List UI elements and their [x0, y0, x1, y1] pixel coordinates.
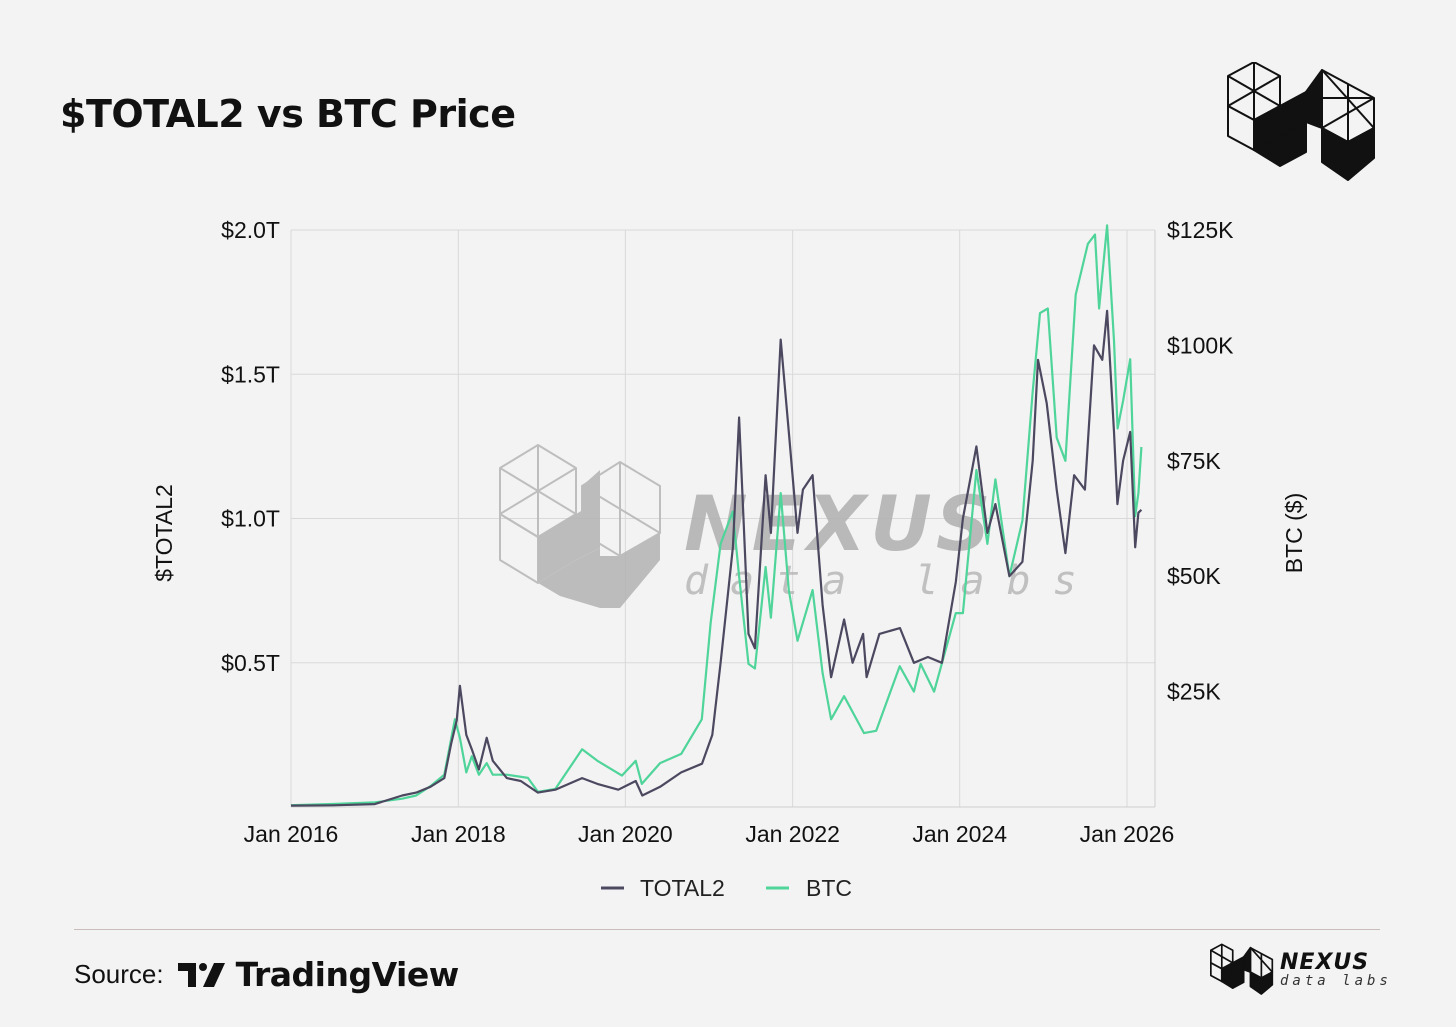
legend: TOTAL2 BTC — [601, 875, 852, 901]
footer-divider — [74, 929, 1380, 930]
x-tick-label: Jan 2020 — [578, 821, 673, 847]
chart: NEXUS data labs Jan 2016 Jan 2018 Jan 2020… — [151, 217, 1307, 901]
nexus-logo-icon — [1227, 62, 1375, 181]
source-provider: TradingView — [235, 955, 460, 994]
y-tick-label: $2.0T — [221, 217, 280, 243]
y2-tick-label: $50K — [1167, 563, 1221, 589]
x-tick-label: Jan 2016 — [244, 821, 339, 847]
series-line-btc — [290, 224, 1143, 807]
axis-labels: Jan 2016 Jan 2018 Jan 2020 Jan 2022 Jan 2024… — [221, 217, 1234, 847]
tradingview-icon — [177, 962, 225, 987]
brand-tagline: data labs — [1280, 973, 1392, 989]
x-tick-label: Jan 2024 — [912, 821, 1007, 847]
y-axis-title-left: $TOTAL2 — [151, 484, 177, 582]
y-tick-label: $1.5T — [221, 361, 280, 387]
x-tick-label: Jan 2026 — [1080, 821, 1175, 847]
x-tick-label: Jan 2018 — [411, 821, 506, 847]
y2-tick-label: $100K — [1167, 332, 1234, 358]
grid — [290, 229, 1156, 808]
x-tick-label: Jan 2022 — [745, 821, 840, 847]
page-title: $TOTAL2 vs BTC Price — [60, 92, 516, 136]
legend-label-btc: BTC — [806, 875, 852, 901]
series-layer — [290, 224, 1143, 807]
y-axis-title-right: BTC ($) — [1281, 493, 1307, 574]
brand-name: NEXUS — [1280, 950, 1370, 975]
brand-footer: NEXUS data labs — [1210, 942, 1392, 998]
y-tick-label: $1.0T — [221, 506, 280, 532]
source-label: Source: — [74, 959, 164, 989]
nexus-small-logo-icon — [1210, 943, 1274, 995]
series-line-total2 — [290, 309, 1143, 807]
legend-label-total2: TOTAL2 — [640, 875, 725, 901]
watermark-name: NEXUS — [684, 479, 995, 568]
source-credit: Source: TradingView — [74, 955, 459, 994]
y2-tick-label: $25K — [1167, 679, 1221, 705]
y2-tick-label: $125K — [1167, 217, 1234, 243]
y-tick-label: $0.5T — [221, 650, 280, 676]
tradingview-logo: TradingView — [177, 955, 460, 994]
y2-tick-label: $75K — [1167, 448, 1221, 474]
